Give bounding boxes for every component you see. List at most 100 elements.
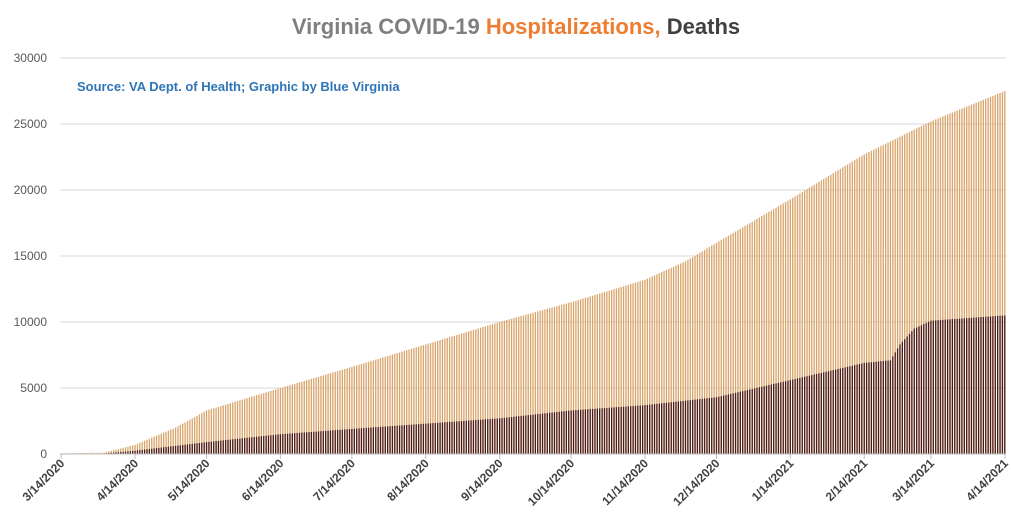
bar [232, 439, 234, 454]
bar [851, 161, 853, 455]
bar [768, 385, 770, 454]
bar [527, 415, 529, 454]
bar [758, 217, 761, 454]
bar [391, 354, 394, 454]
bar [525, 314, 527, 454]
bar [291, 384, 293, 454]
bar [446, 422, 448, 454]
bar [263, 435, 265, 454]
bar [336, 429, 339, 454]
bar [141, 441, 143, 454]
bar [913, 328, 915, 454]
bar [908, 333, 911, 454]
bar [170, 429, 172, 454]
bar [1001, 91, 1004, 454]
bar [451, 336, 453, 454]
bar [732, 393, 734, 454]
bar [479, 419, 482, 454]
bar [1004, 91, 1006, 454]
bar [873, 149, 875, 454]
bar [329, 373, 332, 454]
bar [706, 248, 708, 454]
bar [139, 442, 141, 454]
bar [789, 199, 792, 454]
bar [620, 286, 622, 454]
bar [894, 352, 896, 454]
bar [103, 452, 105, 454]
bar [553, 306, 556, 454]
bar [823, 178, 825, 454]
bar [696, 399, 699, 454]
bar [658, 403, 660, 454]
bar [215, 441, 217, 454]
chart-title: Virginia COVID-19 Hospitalizations, Deat… [292, 14, 740, 39]
bar [136, 443, 139, 454]
bar [677, 264, 680, 454]
bar [761, 386, 763, 454]
bar [422, 345, 425, 454]
bar [749, 223, 751, 454]
bar [537, 311, 539, 454]
bar [837, 170, 839, 454]
bar [301, 432, 303, 454]
bar [970, 104, 973, 454]
bar [644, 279, 646, 454]
bar [770, 384, 772, 454]
bar [289, 433, 291, 454]
series-bars [62, 315, 1006, 455]
bar [382, 357, 384, 454]
bar [515, 317, 517, 454]
bar [980, 317, 982, 454]
bar [468, 331, 470, 454]
bars [60, 91, 1006, 455]
bar [91, 452, 93, 454]
bar [792, 379, 794, 454]
bar [584, 297, 587, 454]
bar [508, 319, 510, 454]
bar [403, 425, 405, 454]
bar [720, 239, 722, 454]
bar [820, 372, 822, 454]
bar [794, 196, 796, 454]
bar [732, 232, 734, 454]
bar [591, 408, 594, 454]
bar [112, 450, 115, 454]
bar [999, 92, 1001, 454]
bar [460, 333, 463, 454]
bar [513, 318, 515, 454]
bar [703, 249, 706, 454]
bar [620, 406, 622, 454]
bar [117, 452, 120, 454]
bar [622, 286, 625, 454]
bar [939, 117, 942, 455]
bar [715, 242, 718, 454]
bar [587, 409, 589, 454]
bar [701, 251, 703, 454]
bar [265, 392, 267, 454]
bar [398, 352, 401, 454]
bar [527, 314, 529, 454]
bar [634, 282, 637, 454]
bar [172, 446, 174, 454]
bar [365, 427, 367, 454]
bar [408, 424, 410, 454]
bar [487, 419, 489, 454]
bar [437, 340, 439, 454]
bar [463, 420, 465, 454]
bar [539, 413, 541, 454]
bar [637, 281, 639, 454]
bar [649, 404, 651, 454]
bar [599, 293, 601, 454]
bar [193, 417, 196, 454]
bar [544, 309, 546, 454]
bar [677, 401, 680, 454]
bar [339, 429, 341, 454]
bar [546, 413, 548, 454]
bar [653, 404, 656, 454]
bar [267, 391, 270, 454]
bar [410, 424, 413, 454]
bar [560, 411, 563, 454]
bar [930, 320, 932, 454]
bar [224, 440, 227, 454]
bar [742, 391, 744, 454]
